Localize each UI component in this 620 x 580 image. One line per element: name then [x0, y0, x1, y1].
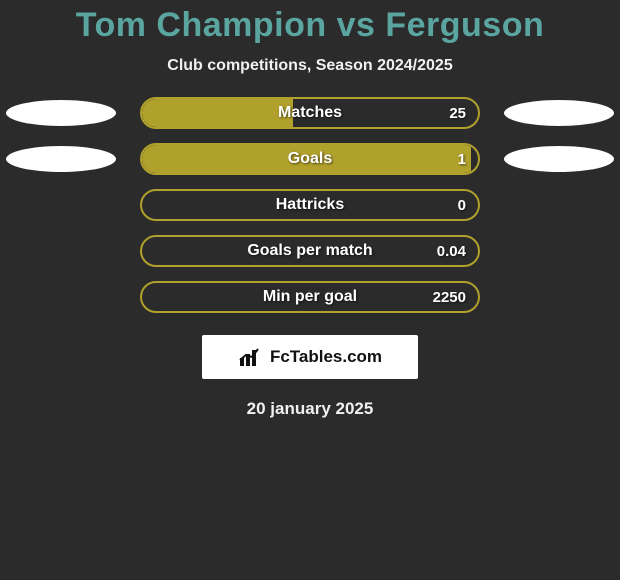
- stat-label: Min per goal: [142, 283, 478, 311]
- stat-label: Goals per match: [142, 237, 478, 265]
- stat-row: Matches25: [0, 97, 620, 129]
- comparison-title: Tom Champion vs Ferguson: [0, 6, 620, 45]
- stat-bar-fill: [142, 145, 471, 173]
- stat-row: Hattricks0: [0, 189, 620, 221]
- source-logo: FcTables.com: [202, 335, 418, 379]
- right-player-marker: [504, 146, 614, 172]
- left-player-marker: [6, 100, 116, 126]
- stat-rows: Matches25 Goals1 Hattricks0 Goals per match…: [0, 97, 620, 313]
- bar-chart-icon: [238, 346, 264, 368]
- stat-bar: Min per goal2250: [140, 281, 480, 313]
- right-player-marker: [504, 100, 614, 126]
- stat-value: 2250: [433, 283, 466, 311]
- stat-value: 0.04: [437, 237, 466, 265]
- stat-bar-fill: [142, 99, 293, 127]
- stat-value: 25: [449, 99, 466, 127]
- comparison-subtitle: Club competitions, Season 2024/2025: [0, 57, 620, 75]
- stat-label: Hattricks: [142, 191, 478, 219]
- stat-row: Goals per match0.04: [0, 235, 620, 267]
- stat-bar: Matches25: [140, 97, 480, 129]
- snapshot-date: 20 january 2025: [0, 399, 620, 419]
- stat-bar: Goals1: [140, 143, 480, 175]
- stat-row: Min per goal2250: [0, 281, 620, 313]
- stat-bar: Hattricks0: [140, 189, 480, 221]
- source-logo-text: FcTables.com: [270, 347, 382, 367]
- left-player-marker: [6, 146, 116, 172]
- stat-bar: Goals per match0.04: [140, 235, 480, 267]
- stat-row: Goals1: [0, 143, 620, 175]
- stat-value: 0: [458, 191, 466, 219]
